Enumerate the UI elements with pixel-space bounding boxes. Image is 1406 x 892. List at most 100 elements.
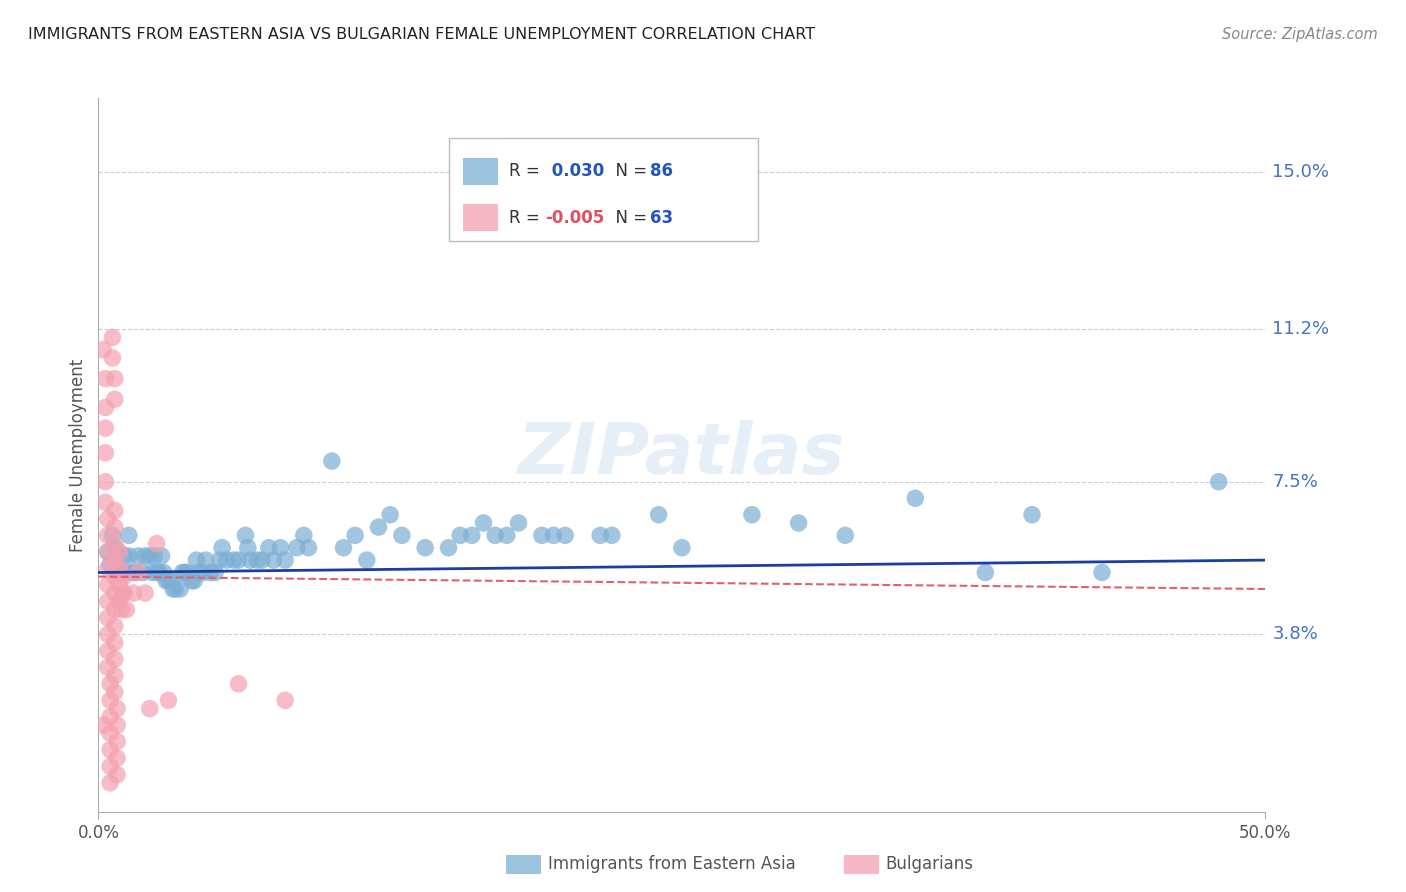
Point: [104, 520, 127, 534]
Point: [257, 541, 280, 555]
Point: [165, 582, 187, 596]
Point: [461, 528, 484, 542]
Point: [554, 528, 576, 542]
Text: N =: N =: [605, 209, 652, 227]
Point: [94, 401, 117, 415]
Point: [97, 545, 120, 559]
Point: [105, 767, 128, 781]
Point: [98, 558, 121, 572]
Point: [105, 566, 128, 580]
Point: [589, 528, 612, 542]
Point: [172, 566, 194, 580]
Point: [173, 566, 195, 580]
Point: [104, 602, 127, 616]
Point: [97, 611, 120, 625]
Point: [141, 566, 163, 580]
Text: 0.030: 0.030: [546, 162, 603, 180]
Point: [98, 677, 121, 691]
Point: [101, 528, 124, 542]
Point: [159, 574, 181, 588]
Point: [508, 516, 530, 530]
Point: [112, 586, 135, 600]
Point: [108, 578, 131, 592]
Point: [228, 677, 250, 691]
Point: [741, 508, 763, 522]
Text: 63: 63: [650, 209, 672, 227]
Point: [367, 520, 389, 534]
Point: [152, 566, 174, 580]
Point: [139, 701, 162, 715]
Point: [200, 566, 222, 580]
Point: [97, 512, 120, 526]
Point: [108, 594, 131, 608]
Point: [104, 635, 127, 649]
Text: Source: ZipAtlas.com: Source: ZipAtlas.com: [1222, 27, 1378, 42]
Point: [101, 330, 124, 344]
Point: [97, 644, 120, 658]
Text: Bulgarians: Bulgarians: [886, 855, 974, 873]
Point: [146, 566, 169, 580]
Point: [235, 528, 257, 542]
Point: [787, 516, 810, 530]
Point: [104, 652, 127, 666]
Point: [239, 553, 262, 567]
Text: IMMIGRANTS FROM EASTERN ASIA VS BULGARIAN FEMALE UNEMPLOYMENT CORRELATION CHART: IMMIGRANTS FROM EASTERN ASIA VS BULGARIA…: [28, 27, 815, 42]
Point: [104, 619, 127, 633]
Point: [904, 491, 927, 506]
Point: [671, 541, 693, 555]
Text: R =: R =: [509, 209, 546, 227]
Point: [344, 528, 367, 542]
Point: [146, 536, 169, 550]
Point: [356, 553, 378, 567]
Point: [530, 528, 553, 542]
Point: [122, 566, 145, 580]
Text: 3.8%: 3.8%: [1272, 625, 1319, 643]
Point: [104, 685, 127, 699]
Point: [332, 541, 354, 555]
Point: [162, 582, 184, 596]
Point: [104, 586, 127, 600]
Point: [125, 566, 148, 580]
Point: [297, 541, 319, 555]
Point: [94, 495, 117, 509]
Point: [222, 553, 245, 567]
Point: [155, 574, 177, 588]
Point: [169, 582, 191, 596]
Point: [437, 541, 460, 555]
Point: [127, 566, 149, 580]
Point: [108, 545, 131, 559]
Point: [274, 693, 297, 707]
Text: 86: 86: [650, 162, 672, 180]
Point: [105, 751, 128, 765]
Point: [292, 528, 315, 542]
Point: [1091, 566, 1114, 580]
Point: [391, 528, 413, 542]
Point: [211, 541, 233, 555]
Point: [97, 627, 120, 641]
Point: [132, 566, 155, 580]
Point: [98, 743, 121, 757]
Text: 7.5%: 7.5%: [1272, 473, 1319, 491]
Point: [112, 549, 135, 563]
Point: [228, 553, 250, 567]
Point: [118, 549, 141, 563]
Point: [193, 566, 215, 580]
Point: [127, 549, 149, 563]
Point: [176, 566, 198, 580]
Point: [112, 569, 135, 583]
Text: -0.005: -0.005: [546, 209, 605, 227]
Point: [105, 734, 128, 748]
Point: [111, 566, 134, 580]
Point: [134, 549, 156, 563]
Point: [139, 549, 162, 563]
Point: [321, 454, 343, 468]
Point: [104, 668, 127, 682]
Text: R =: R =: [509, 162, 546, 180]
Point: [208, 553, 231, 567]
Point: [104, 371, 127, 385]
Point: [104, 392, 127, 407]
Point: [180, 574, 202, 588]
Point: [105, 718, 128, 732]
Point: [262, 553, 284, 567]
Point: [94, 446, 117, 460]
